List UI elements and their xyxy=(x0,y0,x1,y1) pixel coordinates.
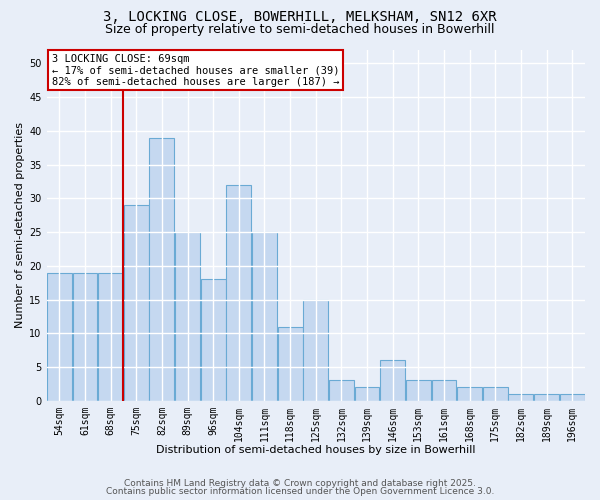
Bar xyxy=(355,387,379,400)
Bar xyxy=(226,185,251,400)
Bar xyxy=(278,326,302,400)
Bar xyxy=(329,380,354,400)
Y-axis label: Number of semi-detached properties: Number of semi-detached properties xyxy=(15,122,25,328)
Bar xyxy=(534,394,559,400)
Bar xyxy=(47,272,72,400)
Bar xyxy=(73,272,97,400)
Bar xyxy=(457,387,482,400)
X-axis label: Distribution of semi-detached houses by size in Bowerhill: Distribution of semi-detached houses by … xyxy=(156,445,476,455)
Text: Size of property relative to semi-detached houses in Bowerhill: Size of property relative to semi-detach… xyxy=(105,22,495,36)
Bar xyxy=(149,138,175,400)
Bar xyxy=(431,380,457,400)
Bar xyxy=(252,232,277,400)
Bar xyxy=(406,380,431,400)
Bar xyxy=(560,394,584,400)
Bar xyxy=(98,272,123,400)
Text: 3 LOCKING CLOSE: 69sqm
← 17% of semi-detached houses are smaller (39)
82% of sem: 3 LOCKING CLOSE: 69sqm ← 17% of semi-det… xyxy=(52,54,340,86)
Bar xyxy=(175,232,200,400)
Bar xyxy=(380,360,405,401)
Bar xyxy=(304,300,328,400)
Bar xyxy=(124,205,149,400)
Text: Contains public sector information licensed under the Open Government Licence 3.: Contains public sector information licen… xyxy=(106,487,494,496)
Bar xyxy=(483,387,508,400)
Bar xyxy=(508,394,533,400)
Text: 3, LOCKING CLOSE, BOWERHILL, MELKSHAM, SN12 6XR: 3, LOCKING CLOSE, BOWERHILL, MELKSHAM, S… xyxy=(103,10,497,24)
Text: Contains HM Land Registry data © Crown copyright and database right 2025.: Contains HM Land Registry data © Crown c… xyxy=(124,478,476,488)
Bar xyxy=(201,280,226,400)
